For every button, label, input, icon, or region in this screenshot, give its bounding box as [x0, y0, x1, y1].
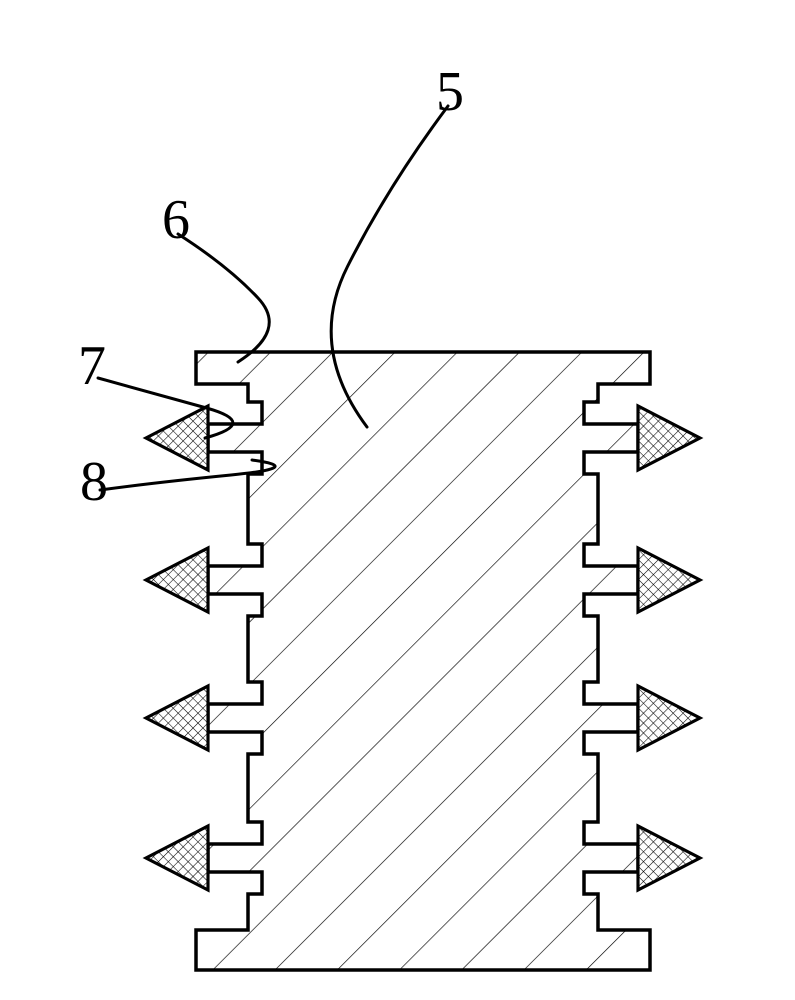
callout-label-8: 8 [80, 450, 108, 514]
diagram-svg [0, 0, 795, 1000]
arrowhead-left [146, 406, 208, 470]
diagram-stage: 5 6 7 8 [0, 0, 795, 1000]
leader-line [178, 234, 269, 362]
arrowhead-left [146, 826, 208, 890]
arrowhead-right [638, 686, 700, 750]
arrowhead-left [146, 548, 208, 612]
callout-label-7: 7 [78, 334, 106, 398]
callout-label-6: 6 [162, 188, 190, 252]
arrowhead-right [638, 826, 700, 890]
arrowhead-left [146, 686, 208, 750]
body-section [196, 352, 650, 970]
arrowhead-right [638, 548, 700, 612]
arrowhead-right [638, 406, 700, 470]
callout-label-5: 5 [436, 60, 464, 124]
